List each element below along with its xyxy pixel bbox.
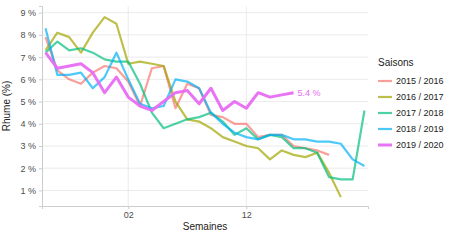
legend-label: 2018 / 2019	[396, 124, 444, 134]
legend-label: 2015 / 2016	[396, 76, 444, 86]
grid-line	[42, 146, 368, 147]
series-line	[46, 17, 341, 197]
legend-label: 2016 / 2017	[396, 92, 444, 102]
y-tick-label: 8 %	[20, 30, 36, 40]
y-axis-title: Rhume (%)	[1, 81, 12, 132]
y-tick: 9 %	[20, 8, 42, 18]
y-tick-mark	[39, 168, 42, 169]
x-tick-label: 12	[242, 210, 252, 220]
legend-label: 2017 / 2018	[396, 108, 444, 118]
series-line	[46, 53, 294, 111]
x-tick-label: 02	[124, 210, 134, 220]
y-tick: 7 %	[20, 52, 42, 62]
x-tick-mark	[128, 206, 129, 209]
y-tick: 6 %	[20, 75, 42, 85]
y-tick: 2 %	[20, 164, 42, 174]
y-axis-line	[39, 7, 43, 207]
x-tick: 02	[124, 206, 134, 220]
legend-swatch	[378, 96, 392, 98]
legend-swatch	[378, 128, 392, 130]
grid-line	[42, 79, 368, 80]
series-line	[46, 28, 365, 166]
legend-label: 2019 / 2020	[396, 140, 444, 150]
grid-line	[42, 12, 368, 13]
x-axis: 02 12	[43, 206, 369, 220]
y-tick-label: 2 %	[20, 164, 36, 174]
x-tick-mark	[246, 206, 247, 209]
y-tick: 4 %	[20, 119, 42, 129]
legend-swatch	[378, 112, 392, 114]
y-tick-label: 9 %	[20, 8, 36, 18]
y-tick-label: 3 %	[20, 141, 36, 151]
legend-swatch	[378, 80, 392, 82]
grid-line	[42, 57, 368, 58]
legend-title: Saisons	[378, 57, 414, 68]
y-tick-label: 6 %	[20, 75, 36, 85]
y-tick-mark	[39, 102, 42, 103]
grid-line	[42, 168, 368, 169]
grid	[42, 6, 368, 206]
y-tick-mark	[39, 190, 42, 191]
y-tick-label: 7 %	[20, 52, 36, 62]
y-tick-mark	[39, 124, 42, 125]
chart: 1 % 2 % 3 % 4 % 5 % 6 % 7 % 8 % 9 % 02 12 Semaines R…	[0, 0, 458, 234]
grid-line	[128, 6, 129, 206]
series-line	[46, 42, 365, 180]
y-tick-label: 5 %	[20, 97, 36, 107]
x-tick: 12	[242, 206, 252, 220]
x-axis-title: Semaines	[183, 221, 227, 232]
y-tick-label: 1 %	[20, 186, 36, 196]
y-tick-mark	[39, 57, 42, 58]
legend: Saisons 2015 / 2016 2016 / 2017 2017 / 2018…	[378, 57, 444, 150]
grid-line	[42, 190, 368, 191]
legend-swatch	[378, 144, 392, 147]
y-tick-mark	[39, 35, 42, 36]
x-axis-line	[43, 207, 369, 210]
y-axis: 1 % 2 % 3 % 4 % 5 % 6 % 7 % 8 % 9 %	[20, 7, 42, 207]
y-tick: 1 %	[20, 186, 42, 196]
y-tick-mark	[39, 79, 42, 80]
lines	[46, 17, 365, 197]
annotation: 5.4 %	[298, 88, 321, 98]
y-tick: 8 %	[20, 30, 42, 40]
y-tick-mark	[39, 13, 42, 14]
y-tick-label: 4 %	[20, 119, 36, 129]
y-tick-mark	[39, 146, 42, 147]
y-tick: 5 %	[20, 97, 42, 107]
y-tick: 3 %	[20, 141, 42, 151]
